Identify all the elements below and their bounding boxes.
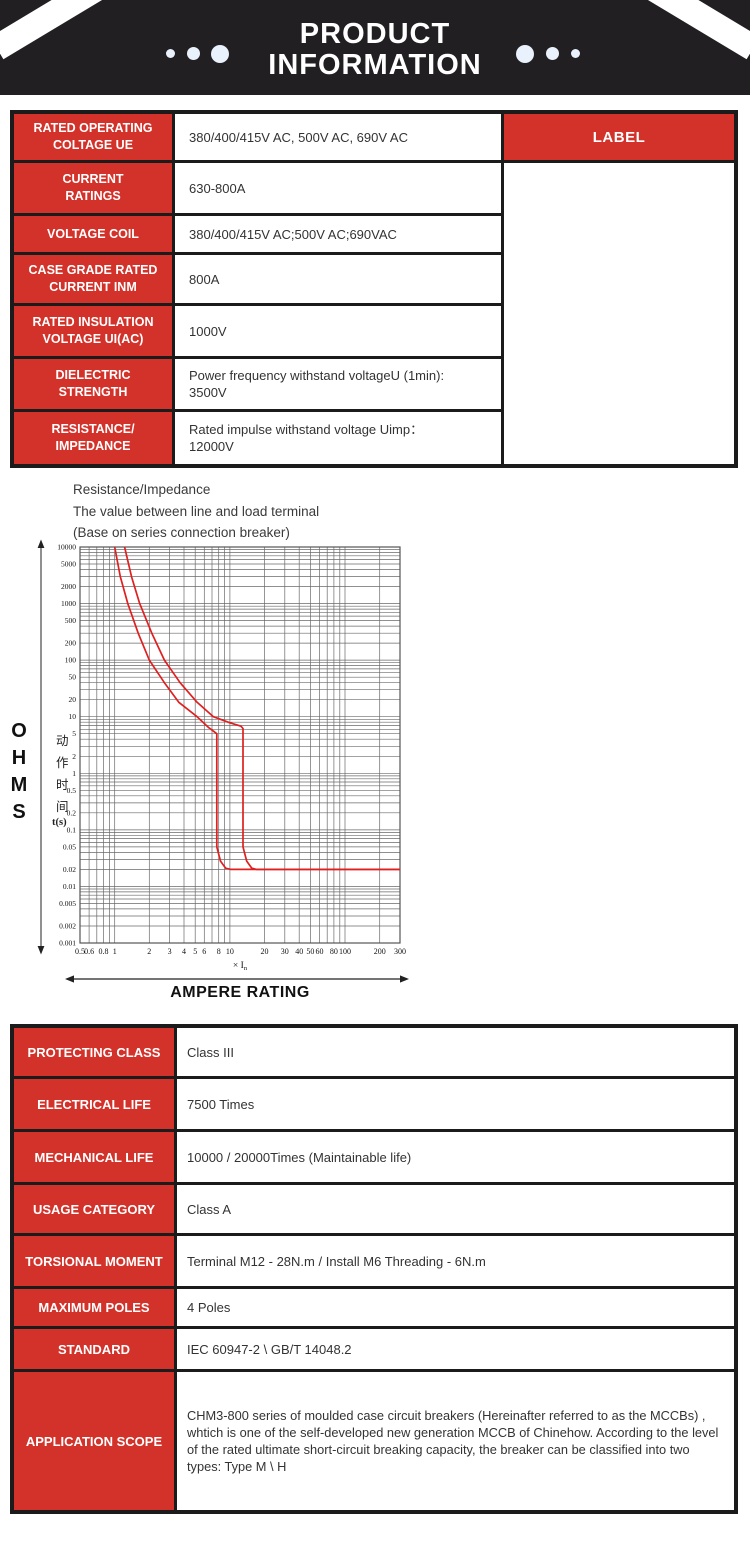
detail-row-value: IEC 60947-2 \ GB/T 14048.2	[177, 1329, 734, 1369]
svg-text:1000: 1000	[61, 599, 76, 608]
decorative-dot	[516, 45, 534, 63]
decorative-dot	[546, 47, 559, 60]
svg-text:30: 30	[281, 947, 289, 956]
svg-text:0.5: 0.5	[67, 786, 77, 795]
x-axis-outer-label: AMPERE RATING	[170, 984, 310, 1001]
svg-text:40: 40	[295, 947, 303, 956]
spec-row-value: Power frequency withstand voltageU (1min…	[175, 359, 501, 409]
page-title-line1: PRODUCT	[299, 18, 451, 50]
detail-row-label: APPLICATION SCOPE	[14, 1372, 174, 1510]
svg-text:10: 10	[226, 947, 234, 956]
svg-text:5: 5	[193, 947, 197, 956]
chart-intro-line: Resistance/Impedance	[73, 482, 211, 497]
detail-row-value: Terminal M12 - 28N.m / Install M6 Thread…	[177, 1236, 734, 1286]
chart-intro-line: The value between line and load terminal	[73, 503, 320, 519]
svg-text:300: 300	[394, 947, 406, 956]
spec-row-value: 380/400/415V AC, 500V AC, 690V AC	[175, 114, 501, 160]
svg-text:80: 80	[330, 947, 338, 956]
svg-text:20: 20	[69, 695, 77, 704]
svg-text:2: 2	[72, 752, 76, 761]
spec-row-value: Rated impulse withstand voltage Uimp： 12…	[175, 412, 501, 464]
spec-table: RATED OPERATING COLTAGE UE 380/400/415V …	[10, 110, 738, 468]
svg-text:500: 500	[65, 616, 77, 625]
label-column-empty-cell	[504, 163, 734, 464]
svg-text:0.6: 0.6	[84, 947, 94, 956]
detail-row-value: Class A	[177, 1185, 734, 1233]
page-title-line2: INFORMATION	[268, 49, 482, 81]
decorative-dot	[211, 45, 229, 63]
detail-row-label: TORSIONAL MOMENT	[14, 1236, 174, 1286]
svg-text:0.002: 0.002	[59, 922, 76, 931]
svg-text:100: 100	[65, 656, 77, 665]
svg-text:3: 3	[168, 947, 172, 956]
svg-text:10000: 10000	[57, 543, 76, 552]
svg-text:2000: 2000	[61, 582, 76, 591]
svg-text:1: 1	[72, 769, 76, 778]
svg-text:50: 50	[306, 947, 314, 956]
svg-text:0.02: 0.02	[63, 865, 76, 874]
spec-row-value: 800A	[175, 255, 501, 303]
detail-row-value: CHM3-800 series of moulded case circuit …	[177, 1372, 734, 1510]
page-title: PRODUCT INFORMATION	[0, 19, 750, 81]
detail-row-label: PROTECTING CLASS	[14, 1028, 174, 1076]
chart-intro-line: (Base on series connection breaker)	[73, 525, 290, 540]
spec-row-label: CURRENT RATINGS	[14, 163, 172, 213]
svg-text:5000: 5000	[61, 560, 76, 569]
svg-text:2: 2	[147, 947, 151, 956]
svg-text:0.05: 0.05	[63, 842, 76, 851]
spec-row-label: RATED INSULATION VOLTAGE UI(AC)	[14, 306, 172, 356]
svg-text:8: 8	[217, 947, 221, 956]
y-axis-outer-label: OHMS	[10, 720, 28, 823]
svg-text:0.001: 0.001	[59, 939, 76, 948]
spec-row-label: CASE GRADE RATED CURRENT INM	[14, 255, 172, 303]
detail-row-value: 7500 Times	[177, 1079, 734, 1129]
detail-row-label: STANDARD	[14, 1329, 174, 1369]
banner: PRODUCT INFORMATION	[0, 0, 750, 95]
decorative-dot	[166, 49, 175, 58]
svg-text:4: 4	[182, 947, 186, 956]
svg-text:6: 6	[202, 947, 206, 956]
detail-row-label: ELECTRICAL LIFE	[14, 1079, 174, 1129]
detail-row-value: Class III	[177, 1028, 734, 1076]
svg-text:200: 200	[374, 947, 386, 956]
y-axis-unit-label: t(s)	[52, 817, 67, 828]
detail-row-label: MECHANICAL LIFE	[14, 1132, 174, 1182]
detail-row-value: 10000 / 20000Times (Maintainable life)	[177, 1132, 734, 1182]
detail-table: PROTECTING CLASS Class III ELECTRICAL LI…	[10, 1024, 738, 1514]
svg-text:0.01: 0.01	[63, 882, 76, 891]
spec-row-label: RESISTANCE/ IMPEDANCE	[14, 412, 172, 464]
svg-text:0.8: 0.8	[99, 947, 109, 956]
decorative-dot	[187, 47, 200, 60]
svg-text:0.005: 0.005	[59, 899, 76, 908]
svg-text:0.1: 0.1	[67, 825, 77, 834]
svg-text:20: 20	[261, 947, 269, 956]
spec-row-value: 380/400/415V AC;500V AC;690VAC	[175, 216, 501, 252]
svg-text:200: 200	[65, 639, 77, 648]
svg-text:50: 50	[69, 673, 77, 682]
label-column-header: LABEL	[504, 114, 734, 160]
decorative-dot	[571, 49, 580, 58]
svg-text:1: 1	[113, 947, 117, 956]
detail-row-label: USAGE CATEGORY	[14, 1185, 174, 1233]
detail-row-label: MAXIMUM POLES	[14, 1289, 174, 1326]
y-axis-label-chinese: 动作时间	[56, 734, 69, 814]
spec-row-label: RATED OPERATING COLTAGE UE	[14, 114, 172, 160]
spec-row-value: 630-800A	[175, 163, 501, 213]
svg-text:0.5: 0.5	[75, 947, 85, 956]
spec-row-value: 1000V	[175, 306, 501, 356]
svg-text:100: 100	[339, 947, 351, 956]
trip-curve-chart: 100005000200010005002001005020105210.50.…	[37, 539, 409, 983]
svg-text:60: 60	[316, 947, 324, 956]
svg-text:5: 5	[72, 729, 76, 738]
spec-row-label: DIELECTRIC STRENGTH	[14, 359, 172, 409]
svg-text:× In: × In	[233, 961, 248, 972]
svg-text:10: 10	[69, 712, 77, 721]
chart-intro: Resistance/Impedance The value between l…	[73, 479, 319, 544]
spec-row-label: VOLTAGE COIL	[14, 216, 172, 252]
svg-text:0.2: 0.2	[67, 808, 77, 817]
detail-row-value: 4 Poles	[177, 1289, 734, 1326]
